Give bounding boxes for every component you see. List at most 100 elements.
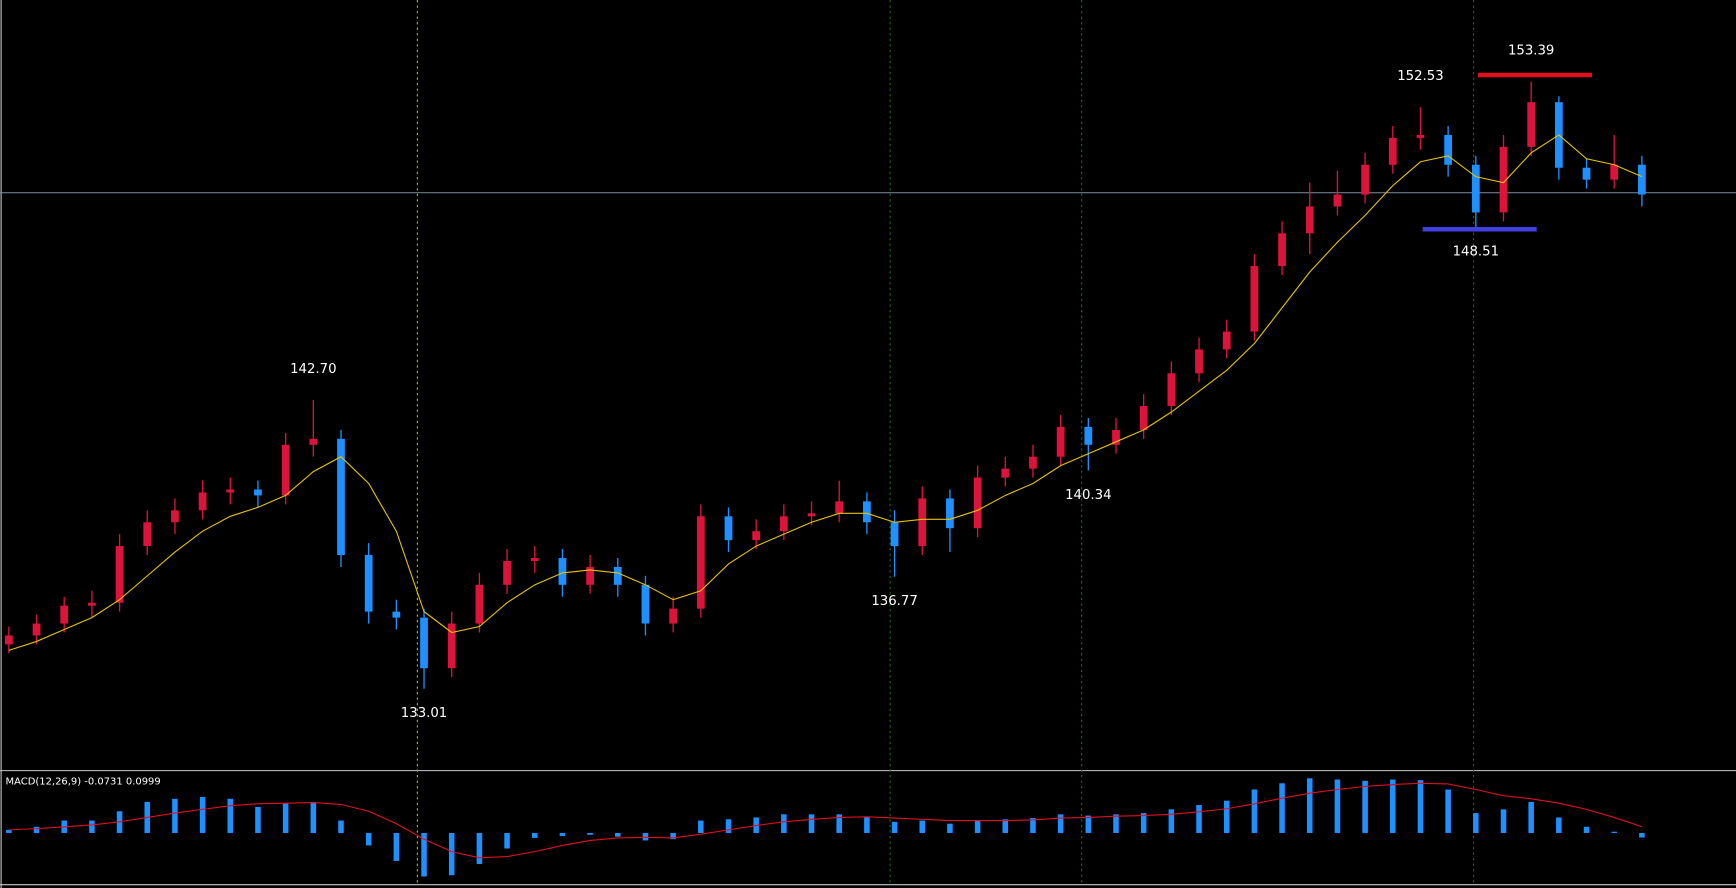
macd-bar	[1251, 789, 1258, 833]
candle-body	[1139, 406, 1148, 430]
macd-bar	[1002, 819, 1009, 833]
candle-body	[226, 489, 235, 493]
candle-body	[724, 516, 733, 541]
candle-body	[918, 498, 927, 547]
candle-body	[807, 513, 816, 517]
price-annotation: 140.34	[1065, 488, 1111, 503]
candle-body	[364, 555, 373, 612]
candle-body	[1278, 233, 1286, 267]
candle-body	[1388, 137, 1397, 165]
macd-bar	[698, 820, 704, 833]
macd-bar	[199, 796, 206, 833]
macd-bar	[1168, 809, 1175, 833]
macd-bar	[421, 832, 427, 877]
candle-body	[1084, 426, 1093, 445]
candle-body	[143, 522, 152, 547]
macd-bar	[33, 826, 40, 833]
macd-bar	[476, 832, 483, 865]
candle-body	[1610, 164, 1619, 180]
candle-body	[530, 558, 539, 561]
macd-bar	[1445, 789, 1451, 833]
macd-bar	[504, 832, 510, 849]
candle-body	[1222, 331, 1231, 350]
candle-body	[752, 531, 761, 541]
macd-bar	[89, 820, 95, 833]
candle-body	[447, 623, 456, 669]
macd-bar	[781, 814, 787, 833]
candle-body	[1361, 164, 1369, 195]
macd-bar	[393, 832, 400, 861]
candle-body	[1112, 429, 1120, 445]
macd-bar	[559, 832, 566, 837]
candle-body	[392, 611, 401, 618]
candle-body	[641, 584, 650, 624]
macd-bar	[1528, 801, 1534, 833]
macd-bar	[1223, 800, 1230, 833]
macd-bar	[255, 806, 261, 833]
macd-bar	[1140, 813, 1147, 833]
candle-body	[1250, 266, 1259, 332]
macd-bar	[1417, 780, 1424, 833]
macd-bar	[310, 801, 317, 833]
candle-body	[1582, 167, 1591, 180]
macd-bar	[1306, 778, 1313, 833]
macd-signal	[8, 782, 1643, 859]
macd-bar	[1390, 779, 1396, 833]
macd-bar	[1611, 831, 1617, 833]
macd-bar	[448, 832, 455, 876]
candle-body	[1471, 164, 1480, 213]
macd-bar	[864, 817, 870, 833]
candle-body	[613, 566, 622, 585]
price-annotation: 148.51	[1453, 244, 1499, 259]
macd-bar	[531, 832, 538, 838]
price-annotation: 142.70	[290, 362, 336, 377]
macd-bar	[615, 832, 621, 837]
macd-bar	[1113, 814, 1119, 833]
candle-body	[337, 438, 345, 556]
macd-bar	[919, 820, 926, 833]
price-annotation: 136.77	[871, 594, 917, 609]
candle-body	[863, 501, 871, 523]
macd-label: MACD(12,26,9) -0.0731 0.0999	[6, 777, 161, 788]
macd-bar	[725, 819, 732, 833]
candle-body	[558, 558, 567, 585]
macd-bar	[1362, 780, 1368, 833]
macd-bar	[365, 832, 372, 846]
macd-bar	[808, 814, 815, 833]
macd-bar	[227, 798, 234, 833]
macd-bar	[1334, 779, 1341, 833]
candle-body	[4, 635, 13, 645]
macd-bar	[891, 821, 898, 833]
candle-body	[1167, 373, 1176, 407]
macd-bar	[1279, 783, 1285, 833]
candle-body	[309, 438, 318, 445]
candle-body	[1333, 194, 1342, 207]
candle-body	[420, 617, 428, 669]
candle-body	[88, 602, 96, 606]
macd-bar	[670, 832, 676, 840]
candle-body	[1638, 164, 1646, 195]
macd-bar	[1085, 815, 1092, 833]
macd-bar	[642, 832, 649, 841]
price-annotation: 133.01	[401, 706, 447, 721]
macd-bar	[947, 823, 953, 833]
macd-bar	[1639, 832, 1645, 838]
candle-body	[1305, 206, 1314, 234]
candle-body	[1444, 134, 1453, 165]
macd-bar	[587, 832, 593, 835]
candle-body	[1029, 456, 1037, 469]
candle-body	[475, 584, 484, 624]
candle-body	[779, 516, 788, 532]
moving-average	[8, 134, 1643, 651]
macd-bar	[1196, 805, 1202, 833]
macd-bar	[1473, 813, 1479, 833]
candle-body	[890, 522, 899, 547]
candle-body	[1499, 146, 1508, 213]
candle-body	[281, 444, 290, 496]
macd-bar	[1057, 814, 1064, 833]
candle-body	[60, 605, 69, 624]
candle-body	[115, 546, 124, 603]
price-annotation: 153.39	[1508, 44, 1554, 59]
